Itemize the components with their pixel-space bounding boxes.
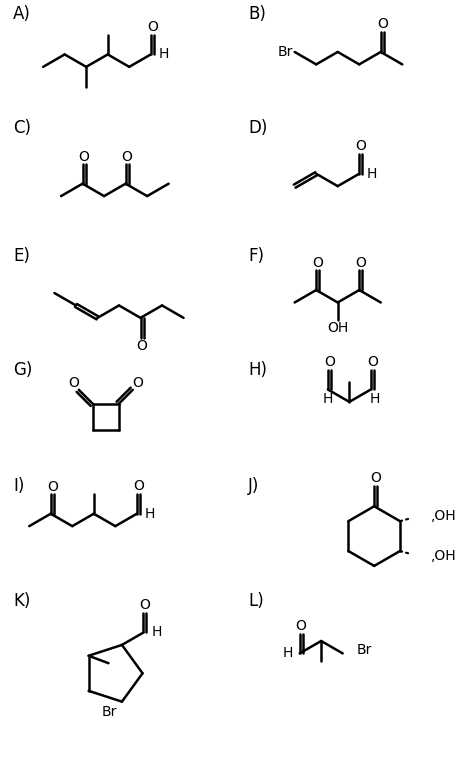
Text: D): D) — [248, 119, 267, 138]
Text: H: H — [370, 392, 380, 406]
Text: C): C) — [13, 119, 31, 138]
Text: O: O — [324, 355, 335, 369]
Text: J): J) — [248, 477, 259, 496]
Text: O: O — [47, 480, 58, 494]
Text: O: O — [370, 471, 381, 486]
Text: Br: Br — [277, 45, 292, 59]
Text: O: O — [296, 619, 307, 633]
Text: Br: Br — [356, 643, 372, 657]
Text: L): L) — [248, 591, 264, 610]
Text: I): I) — [13, 477, 25, 496]
Text: H: H — [158, 47, 169, 61]
Text: O: O — [367, 355, 378, 369]
Text: O: O — [356, 256, 366, 270]
Text: ,OH: ,OH — [431, 549, 456, 563]
Text: A): A) — [13, 5, 31, 23]
Text: F): F) — [248, 247, 264, 265]
Text: O: O — [79, 150, 90, 164]
Text: E): E) — [13, 247, 30, 265]
Text: OH: OH — [327, 321, 348, 335]
Text: O: O — [137, 339, 147, 353]
Text: O: O — [132, 376, 143, 390]
Text: H: H — [283, 646, 293, 660]
Text: O: O — [377, 17, 388, 31]
Text: G): G) — [13, 361, 33, 379]
Text: ,OH: ,OH — [431, 509, 456, 523]
Text: Br: Br — [101, 705, 117, 718]
Text: O: O — [356, 139, 366, 153]
Text: K): K) — [13, 591, 31, 610]
Text: O: O — [122, 150, 133, 164]
Text: O: O — [147, 20, 158, 34]
Text: H: H — [151, 626, 162, 640]
Text: O: O — [139, 597, 150, 612]
Text: B): B) — [248, 5, 266, 23]
Text: H: H — [323, 392, 333, 406]
Text: O: O — [68, 376, 79, 390]
Text: O: O — [312, 256, 323, 270]
Text: H: H — [367, 167, 377, 181]
Text: O: O — [133, 479, 144, 493]
Text: H: H — [145, 506, 155, 521]
Text: H): H) — [248, 361, 267, 379]
